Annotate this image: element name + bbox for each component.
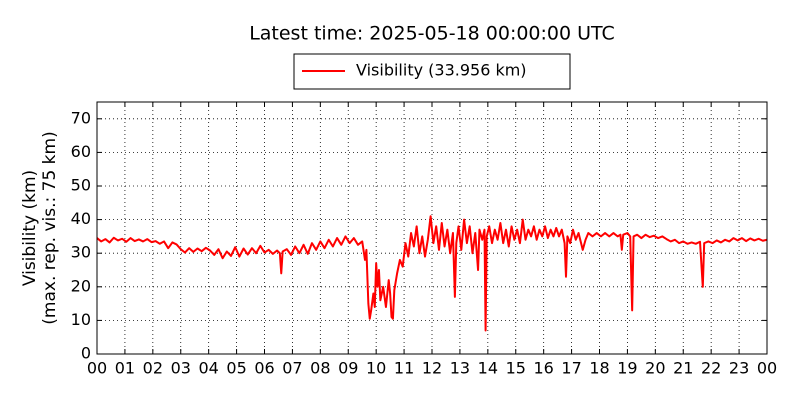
x-tick-label: 11 — [394, 359, 414, 378]
x-tick-label: 01 — [115, 359, 135, 378]
y-axis-label: Visibility (km) — [20, 170, 40, 286]
x-tick-label: 13 — [450, 359, 470, 378]
x-tick-label: 15 — [506, 359, 526, 378]
x-tick-label: 00 — [87, 359, 107, 378]
x-tick-label: 09 — [338, 359, 358, 378]
x-tick-label: 10 — [366, 359, 386, 378]
x-tick-label: 16 — [533, 359, 553, 378]
x-tick-label: 17 — [561, 359, 581, 378]
y-tick-label: 10 — [71, 310, 91, 329]
y-tick-label: 70 — [71, 108, 91, 127]
x-tick-label: 07 — [282, 359, 302, 378]
x-tick-label: 22 — [701, 359, 721, 378]
plot-frame — [96, 101, 768, 355]
x-tick-label: 19 — [617, 359, 637, 378]
x-tick-label: 06 — [254, 359, 274, 378]
x-tick-label: 14 — [478, 359, 498, 378]
x-tick-label: 05 — [226, 359, 246, 378]
x-tick-label: 18 — [589, 359, 609, 378]
y-tick-label: 60 — [71, 142, 91, 161]
x-tick-label: 03 — [171, 359, 191, 378]
x-tick-label: 02 — [143, 359, 163, 378]
x-tick-label: 00 — [757, 359, 777, 378]
y-tick-label: 50 — [71, 176, 91, 195]
x-tick-label: 12 — [422, 359, 442, 378]
x-tick-label: 23 — [729, 359, 749, 378]
data-line — [96, 215, 768, 332]
legend-label: Visibility (33.956 km) — [356, 61, 527, 80]
y-tick-label: 30 — [71, 243, 91, 262]
y-axis-label: (max. rep. vis.: 75 km) — [40, 131, 60, 324]
y-tick-label: 20 — [71, 276, 91, 295]
x-tick-label: 08 — [310, 359, 330, 378]
x-tick-label: 20 — [645, 359, 665, 378]
x-tick-label: 21 — [673, 359, 693, 378]
y-tick-label: 40 — [71, 209, 91, 228]
y-tick-label: 0 — [81, 344, 91, 363]
chart-title: Latest time: 2025-05-18 00:00:00 UTC — [249, 23, 615, 45]
x-tick-label: 04 — [198, 359, 218, 378]
